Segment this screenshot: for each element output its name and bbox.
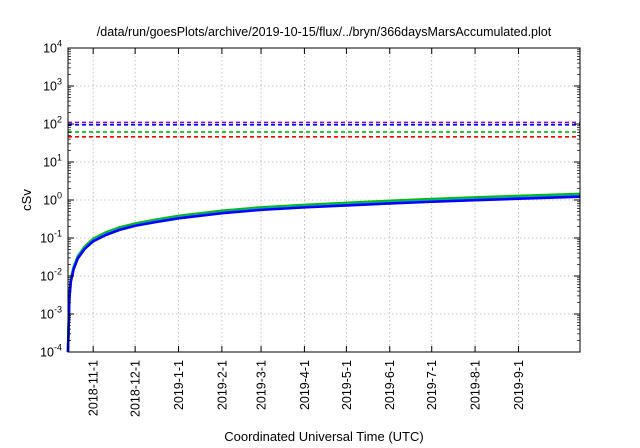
y-tick-label: 104 bbox=[43, 39, 62, 56]
series-line bbox=[66, 194, 581, 353]
x-axis-label: Coordinated Universal Time (UTC) bbox=[224, 429, 423, 444]
x-tick-label: 2019-2-1 bbox=[215, 360, 229, 410]
series-line bbox=[66, 192, 581, 353]
x-tick-label: 2019-5-1 bbox=[340, 360, 354, 410]
x-tick-label: 2019-9-1 bbox=[512, 360, 526, 410]
y-axis: 10-4 10-3 10-2 10-1 100 101 102 103 104 bbox=[40, 39, 580, 360]
x-tick-label: 2019-6-1 bbox=[383, 360, 397, 410]
x-tick-label: 2018-11-1 bbox=[87, 360, 101, 416]
y-tick-label: 100 bbox=[43, 191, 62, 208]
y-tick-label: 10-4 bbox=[40, 343, 62, 360]
x-tick-label: 2019-1-1 bbox=[172, 360, 186, 410]
y-tick-label: 10-1 bbox=[40, 229, 62, 246]
x-tick-label: 2018-12-1 bbox=[129, 360, 143, 417]
y-tick-label: 101 bbox=[43, 153, 62, 170]
y-tick-label: 103 bbox=[43, 77, 62, 94]
y-axis-label: cSv bbox=[19, 189, 34, 211]
y-tick-label: 102 bbox=[43, 115, 62, 132]
series-group bbox=[66, 121, 581, 353]
x-tick-label: 2019-7-1 bbox=[425, 360, 439, 410]
y-tick-label: 10-3 bbox=[40, 305, 62, 322]
y-tick-label: 10-2 bbox=[40, 267, 62, 284]
series-line bbox=[66, 195, 581, 353]
x-tick-label: 2019-4-1 bbox=[298, 360, 312, 410]
x-axis: 2018-11-1 2018-12-1 2019-1-1 2019-2-1 2019-3… bbox=[87, 48, 526, 417]
x-tick-label: 2019-8-1 bbox=[469, 360, 483, 410]
x-tick-label: 2019-3-1 bbox=[255, 360, 269, 410]
chart-title: /data/run/goesPlots/archive/2019-10-15/f… bbox=[97, 25, 552, 39]
